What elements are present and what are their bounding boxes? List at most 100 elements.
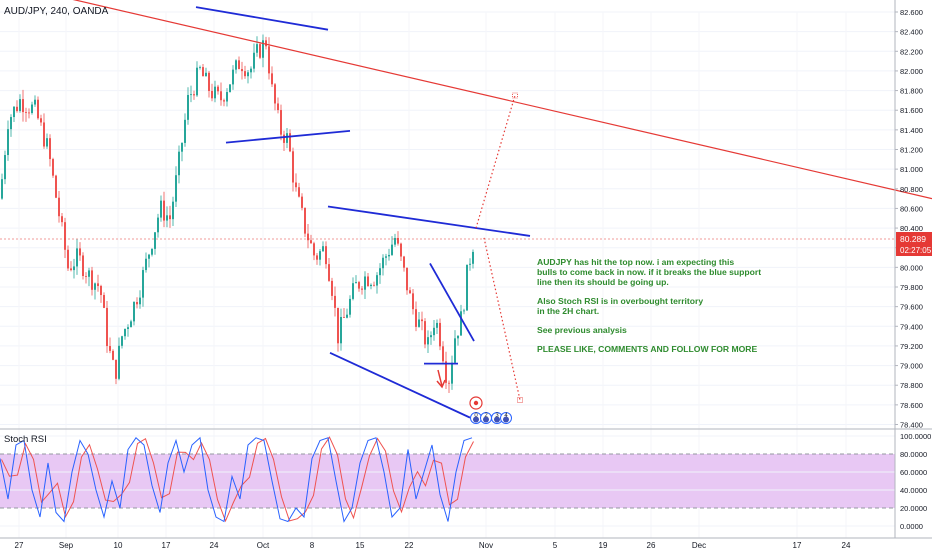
bar-countdown: 02:27:05 — [900, 246, 932, 255]
time-tick-label: 24 — [842, 541, 851, 550]
time-tick-label: 5 — [553, 541, 558, 550]
candle-body — [4, 155, 6, 180]
candle-body — [232, 69, 234, 85]
candle-body — [346, 314, 348, 318]
symbol-title[interactable]: AUD/JPY, 240, OANDA — [4, 6, 109, 17]
candle-body — [463, 310, 465, 312]
candle-body — [349, 298, 351, 315]
time-tick-label: Dec — [692, 541, 706, 550]
candle-body — [145, 258, 147, 271]
candle-body — [358, 282, 360, 289]
candle-body — [16, 106, 18, 112]
candle-body — [184, 119, 186, 143]
candle-body — [151, 248, 153, 255]
time-axis[interactable]: 27 Sep 10 17 24 Oct 8 15 22 Nov 5 19 26 Dec 17 24 — [15, 541, 851, 550]
candle-body — [22, 99, 24, 113]
candle-body — [49, 138, 51, 160]
event-icon[interactable]: 3 — [491, 412, 503, 424]
candle-body — [454, 338, 456, 363]
candle-body — [262, 40, 264, 58]
candle-body — [1, 179, 3, 199]
candle-body — [46, 138, 48, 147]
price-tick-label: 80.000 — [900, 263, 923, 272]
event-icon-label: 0 — [474, 413, 478, 419]
candle-body — [34, 99, 36, 105]
candle-body — [106, 307, 108, 347]
candle-body — [352, 283, 354, 299]
event-icon-label: 4 — [504, 413, 508, 419]
candle-body — [52, 159, 54, 176]
candle-body — [25, 112, 27, 113]
indicator-title[interactable]: Stoch RSI — [4, 434, 47, 445]
event-icon[interactable]: 0 — [470, 412, 482, 424]
candle-body — [472, 251, 474, 264]
candle-body — [442, 346, 444, 362]
event-icon-dot — [494, 416, 500, 423]
stoch-tick-label: 80.0000 — [900, 450, 927, 459]
candle-body — [7, 129, 9, 156]
candle-body — [289, 133, 291, 152]
time-tick-label: 17 — [793, 541, 802, 550]
stoch-tick-label: 0.0000 — [900, 522, 923, 531]
stoch-tick-label: 100.0000 — [900, 432, 931, 441]
stoch-d-line — [1, 436, 474, 523]
candle-body — [256, 44, 258, 53]
price-tick-label: 80.800 — [900, 185, 923, 194]
time-tick-label: 26 — [647, 541, 656, 550]
candle-body — [139, 297, 141, 305]
candle-body — [343, 316, 345, 318]
candle-body — [226, 92, 228, 102]
note-paragraph: See previous analysis — [537, 325, 627, 335]
candle-body — [115, 359, 117, 379]
candle-body — [427, 337, 429, 345]
time-tick-label: 15 — [356, 541, 365, 550]
candle-body — [112, 350, 114, 360]
candle-body — [157, 217, 159, 233]
candle-body — [250, 68, 252, 73]
trendline — [329, 351, 471, 419]
candle-body — [391, 244, 393, 255]
candle-body — [169, 215, 171, 220]
candle-body — [43, 122, 45, 147]
candle-body — [79, 248, 81, 256]
flag-marker[interactable] — [469, 396, 483, 410]
time-tick-label: 8 — [310, 541, 315, 550]
stoch-axis[interactable]: 100.0000 80.0000 60.0000 40.0000 20.0000 0.00… — [900, 432, 931, 531]
time-tick-label: 19 — [599, 541, 608, 550]
candle-body — [103, 295, 105, 308]
candle-body — [190, 94, 192, 96]
candle-body — [13, 106, 15, 118]
candle-body — [424, 321, 426, 345]
event-icon[interactable]: 4 — [500, 412, 512, 424]
candle-body — [418, 319, 420, 327]
stoch-overbought-band — [0, 454, 895, 508]
candle-body — [451, 362, 453, 384]
candle-body — [229, 84, 231, 93]
candle-body — [448, 382, 450, 384]
candle-body — [397, 237, 399, 244]
candle-body — [196, 67, 198, 96]
last-price-value: 80.289 — [900, 234, 926, 244]
candle-body — [193, 94, 195, 96]
candle-body — [466, 264, 468, 311]
trendline-drawings[interactable] — [0, 0, 932, 419]
candle-body — [388, 254, 390, 257]
candle-body — [406, 267, 408, 291]
candle-body — [247, 72, 249, 77]
candle-body — [367, 276, 369, 287]
candle-body — [223, 100, 225, 102]
candle-body — [160, 200, 162, 218]
projection-endpoint — [512, 92, 518, 99]
time-tick-label: 22 — [405, 541, 414, 550]
main-grid — [0, 11, 895, 538]
event-icon-dot — [503, 416, 509, 423]
trendline — [225, 129, 351, 144]
event-icon[interactable]: 2 — [480, 412, 492, 424]
candle-body — [97, 283, 99, 286]
candle-body — [325, 246, 327, 265]
down-arrow-marker — [436, 369, 446, 389]
event-icon-label: 2 — [484, 413, 488, 419]
trendline — [327, 205, 531, 237]
